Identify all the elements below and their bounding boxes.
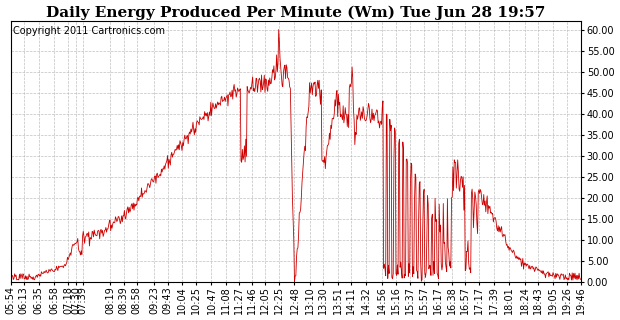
Text: Copyright 2011 Cartronics.com: Copyright 2011 Cartronics.com xyxy=(14,26,166,36)
Title: Daily Energy Produced Per Minute (Wm) Tue Jun 28 19:57: Daily Energy Produced Per Minute (Wm) Tu… xyxy=(46,5,546,20)
